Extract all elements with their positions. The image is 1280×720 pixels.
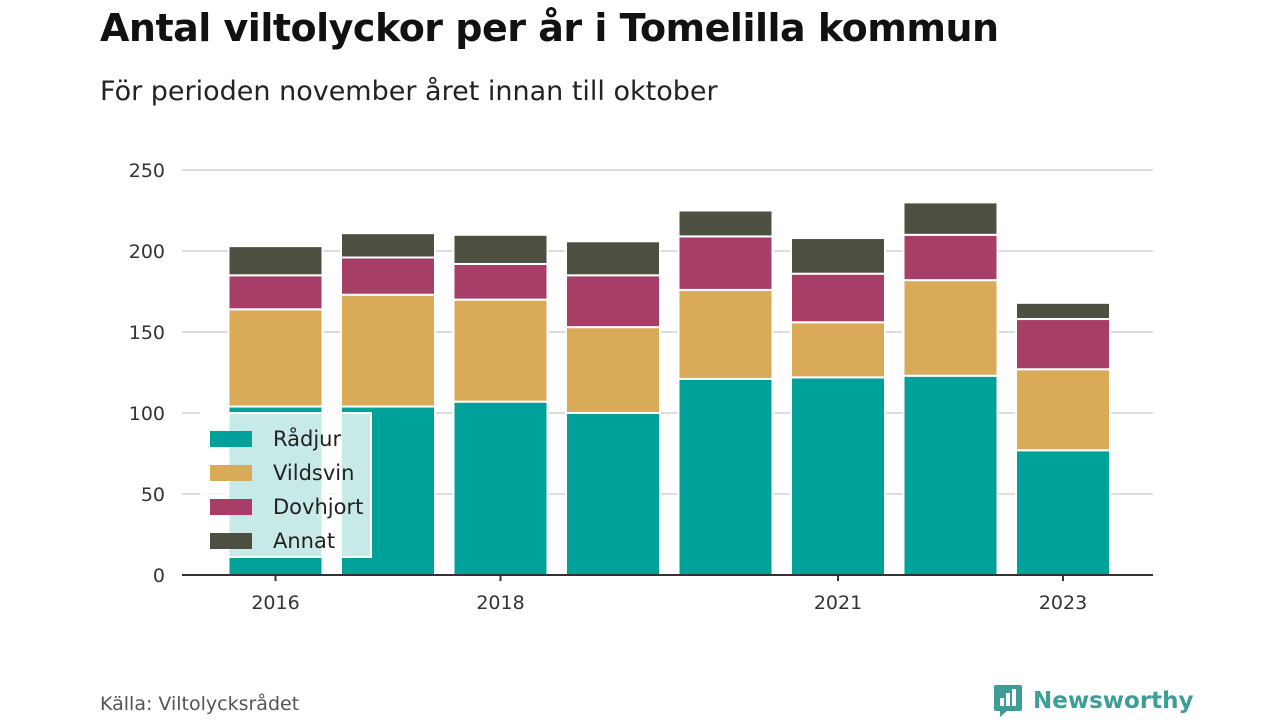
bar-segment-rådjur-2022 bbox=[902, 374, 999, 576]
bar-segment-rådjur-2021 bbox=[790, 376, 886, 576]
y-tick-label: 100 bbox=[129, 403, 165, 425]
bar-segment-vildsvin-2019 bbox=[565, 326, 661, 415]
bar-segment-vildsvin-2022 bbox=[902, 279, 999, 377]
bar-segment-rådjur-2023 bbox=[1015, 449, 1111, 577]
legend-label: Annat bbox=[273, 529, 336, 553]
bar-segment-rådjur-2018 bbox=[452, 400, 549, 576]
y-tick-label: 50 bbox=[141, 484, 165, 506]
bar-segment-vildsvin-2018 bbox=[452, 298, 549, 403]
chart-title: Antal viltolyckor per år i Tomelilla kom… bbox=[100, 6, 999, 50]
legend-swatch bbox=[210, 499, 252, 515]
y-tick-label: 0 bbox=[153, 565, 165, 587]
bar-segment-rådjur-2019 bbox=[565, 412, 661, 576]
bar-segment-dovhjort-2023 bbox=[1015, 318, 1111, 371]
brand-name: Newsworthy bbox=[1033, 688, 1194, 714]
y-tick-label: 150 bbox=[129, 322, 165, 344]
bar-segment-annat-2018 bbox=[452, 233, 549, 265]
y-tick-label: 250 bbox=[129, 160, 165, 182]
bar-segment-annat-2020 bbox=[677, 209, 774, 238]
bar-segment-annat-2021 bbox=[790, 237, 886, 275]
legend-swatch bbox=[210, 533, 252, 549]
bar-segment-dovhjort-2017 bbox=[340, 256, 436, 296]
bar-segment-annat-2023 bbox=[1015, 301, 1111, 321]
legend-swatch bbox=[210, 431, 252, 447]
legend-item-vildsvin: Vildsvin bbox=[210, 456, 370, 490]
bar-segment-dovhjort-2018 bbox=[452, 262, 549, 301]
bar-segment-dovhjort-2021 bbox=[790, 272, 886, 324]
bar-segment-dovhjort-2020 bbox=[677, 235, 774, 291]
legend-item-radjur: Rådjur bbox=[210, 422, 370, 456]
bar-segment-vildsvin-2017 bbox=[340, 293, 436, 408]
newsworthy-logo-icon bbox=[994, 685, 1022, 717]
source-note: Källa: Viltolycksrådet bbox=[100, 693, 300, 715]
bar-segment-dovhjort-2016 bbox=[227, 274, 324, 311]
legend-label: Rådjur bbox=[273, 427, 342, 451]
bar-segment-annat-2017 bbox=[340, 232, 436, 259]
bar-segment-vildsvin-2016 bbox=[227, 308, 324, 408]
x-tick-label: 2021 bbox=[814, 592, 862, 614]
chart-subtitle: För perioden november året innan till ok… bbox=[100, 76, 718, 107]
legend-item-annat: Annat bbox=[210, 524, 370, 558]
x-tick-label: 2023 bbox=[1039, 592, 1087, 614]
bar-segment-rådjur-2020 bbox=[677, 377, 774, 577]
legend-label: Dovhjort bbox=[273, 495, 364, 519]
y-tick-label: 200 bbox=[129, 241, 165, 263]
bar-segment-annat-2016 bbox=[227, 245, 324, 277]
newsworthy-logo[interactable]: Newsworthy bbox=[993, 683, 1194, 719]
bar-segment-vildsvin-2023 bbox=[1015, 368, 1111, 452]
chart-legend: Rådjur Vildsvin Dovhjort Annat bbox=[200, 412, 372, 558]
bar-segment-annat-2019 bbox=[565, 240, 661, 277]
bar-segment-dovhjort-2022 bbox=[902, 233, 999, 282]
bar-segment-dovhjort-2019 bbox=[565, 274, 661, 329]
legend-item-dovhjort: Dovhjort bbox=[210, 490, 370, 524]
legend-label: Vildsvin bbox=[273, 461, 355, 485]
bar-segment-vildsvin-2021 bbox=[790, 321, 886, 379]
bar-segment-annat-2022 bbox=[902, 201, 999, 236]
x-tick-label: 2018 bbox=[476, 592, 524, 614]
bar-segment-vildsvin-2020 bbox=[677, 288, 774, 380]
legend-swatch bbox=[210, 465, 252, 481]
x-tick-label: 2016 bbox=[251, 592, 299, 614]
